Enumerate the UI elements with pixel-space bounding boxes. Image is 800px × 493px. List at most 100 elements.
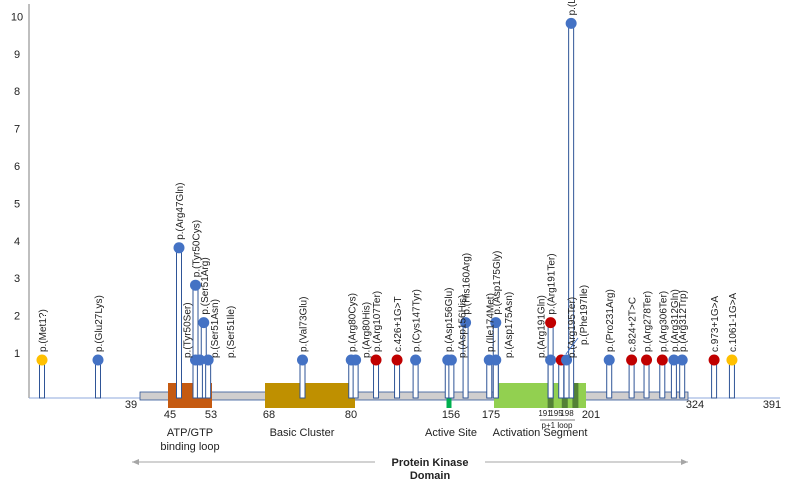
x-tick-label: 68 xyxy=(263,409,275,421)
mutation-lollipop xyxy=(391,354,403,399)
mutation-lollipop xyxy=(603,354,615,399)
loop-tick-label: 195 xyxy=(549,409,563,418)
mutation-lollipop xyxy=(626,354,638,399)
lollipop-stem xyxy=(659,359,666,399)
y-tick-label: 5 xyxy=(14,198,20,210)
domain-label: Active Site xyxy=(425,427,477,439)
y-tick-label: 7 xyxy=(14,124,20,136)
y-tick-label: 1 xyxy=(14,348,20,360)
lollipop-head-missense xyxy=(490,354,502,366)
mutation-label: p.(Ser51Asn) xyxy=(210,299,221,358)
y-tick-label: 8 xyxy=(14,86,20,98)
lollipop-head-missense xyxy=(410,354,422,366)
mutation-label: p.(Ile174Met) xyxy=(485,293,496,352)
mutation-label: p.(Asp156Glu) xyxy=(444,288,455,352)
x-tick-label: 80 xyxy=(345,409,357,421)
mutation-label: p.(Asp156His) xyxy=(457,295,468,358)
mutation-label: p.(Pro231Arg) xyxy=(605,289,616,352)
mutation-lollipop xyxy=(36,354,48,399)
mutation-label: c.824+2T>C xyxy=(628,297,639,352)
lollipop-stem xyxy=(412,359,419,399)
pointer-arrow xyxy=(565,337,579,355)
lollipop-head-missense xyxy=(490,317,502,329)
lollipop-stem xyxy=(196,359,203,399)
lollipop-head-nonsense xyxy=(656,354,668,366)
x-tick-label: 45 xyxy=(164,409,176,421)
lollipop-head-missense xyxy=(350,354,362,366)
mutation-label: p.(Arg306Ter) xyxy=(658,291,669,352)
mutation-lollipop xyxy=(460,317,472,399)
lollipop-head-missense xyxy=(190,279,201,291)
mutation-label: p.(Ser51Arg) xyxy=(200,257,211,314)
mutation-label: p.(Tyr50Ser) xyxy=(183,302,194,358)
y-tick-label: 2 xyxy=(14,311,20,323)
domain-1 xyxy=(265,383,355,408)
lollipop-stem xyxy=(486,359,493,399)
mutation-lollipop xyxy=(490,354,502,399)
y-tick-label: 4 xyxy=(14,236,20,248)
mutation-label: p.(Met1?) xyxy=(38,309,49,352)
lollipop-head-nonsense xyxy=(370,354,382,366)
mutation-lollipop xyxy=(726,354,738,399)
x-tick-label: 175 xyxy=(482,409,500,421)
lollipop-head-nonsense xyxy=(641,354,653,366)
mutation-lollipop xyxy=(561,354,573,399)
lollipop-stem xyxy=(492,359,499,399)
mutation-label: p.(Ser51Ile) xyxy=(226,306,237,358)
lollipop-head-missense xyxy=(545,354,557,366)
mutation-label: p.(Arg191Gln) xyxy=(537,295,548,358)
lollipop-head-missense xyxy=(92,354,104,366)
x-tick-label: 324 xyxy=(686,399,704,411)
mutation-lollipop xyxy=(676,354,688,399)
mutation-lollipop xyxy=(656,354,668,399)
lollipop-head-missense xyxy=(202,354,214,366)
lollipop-stem xyxy=(352,359,359,399)
mutation-label: p.(Arg312Trp) xyxy=(678,290,689,352)
lollipop-stem xyxy=(563,359,570,399)
lollipop-stem xyxy=(176,247,182,399)
mutation-label: c.973+1G>A xyxy=(710,296,721,352)
mutation-lollipop xyxy=(173,242,185,399)
lollipop-stem xyxy=(373,359,380,399)
lollipop-stem xyxy=(448,359,455,399)
x-tick-label: 39 xyxy=(125,399,137,411)
lollipop-head-nonsense xyxy=(545,317,557,329)
lollipop-head-missense xyxy=(173,242,185,254)
mutation-label: p.(Cys147Tyr) xyxy=(412,289,423,352)
mutation-lollipop xyxy=(445,354,457,399)
p1-loop-label: p+1 loop xyxy=(542,421,573,430)
mutation-lollipop xyxy=(545,354,557,399)
y-tick-label: 6 xyxy=(14,161,20,173)
mutation-label: p.(Glu27Lys) xyxy=(94,295,105,352)
mutation-lollipop xyxy=(92,354,104,399)
lollipop-head-missense xyxy=(561,354,573,366)
lollipop-head-start xyxy=(36,354,48,366)
mutation-lollipop xyxy=(668,354,680,399)
mutation-lollipop xyxy=(194,354,206,399)
lollipop-stem xyxy=(39,359,45,399)
x-tick-label: 53 xyxy=(205,409,217,421)
lollipop-stem xyxy=(679,359,686,399)
lollipop-head-nonsense xyxy=(626,354,638,366)
lollipop-head-missense xyxy=(676,354,688,366)
mutation-label: p.(Lys198Arg) xyxy=(567,0,578,15)
lollipop-head-nonsense xyxy=(708,354,720,366)
mutation-label: p.(Arg191Ter) xyxy=(547,253,558,314)
loop-tick-label: 198 xyxy=(560,409,574,418)
mutation-label: p.(Asp175Gly) xyxy=(492,251,503,315)
lollipop-head-missense xyxy=(297,354,308,366)
mutation-lollipop xyxy=(565,17,577,399)
y-tick-label: 9 xyxy=(14,49,20,61)
kinase-domain-label: Protein Kinase xyxy=(391,457,468,469)
mutation-lollipop xyxy=(410,354,422,399)
lollipop-stem xyxy=(205,359,212,399)
domain-label: ATP/GTP xyxy=(167,427,213,439)
lollipop-head-missense xyxy=(460,317,472,329)
mutation-lollipop xyxy=(350,354,362,399)
lollipop-stem xyxy=(711,359,718,399)
y-tick-label: 3 xyxy=(14,273,20,285)
mutation-label: p.(Arg80Cys) xyxy=(347,293,358,352)
lollipop-head-missense xyxy=(445,354,457,366)
